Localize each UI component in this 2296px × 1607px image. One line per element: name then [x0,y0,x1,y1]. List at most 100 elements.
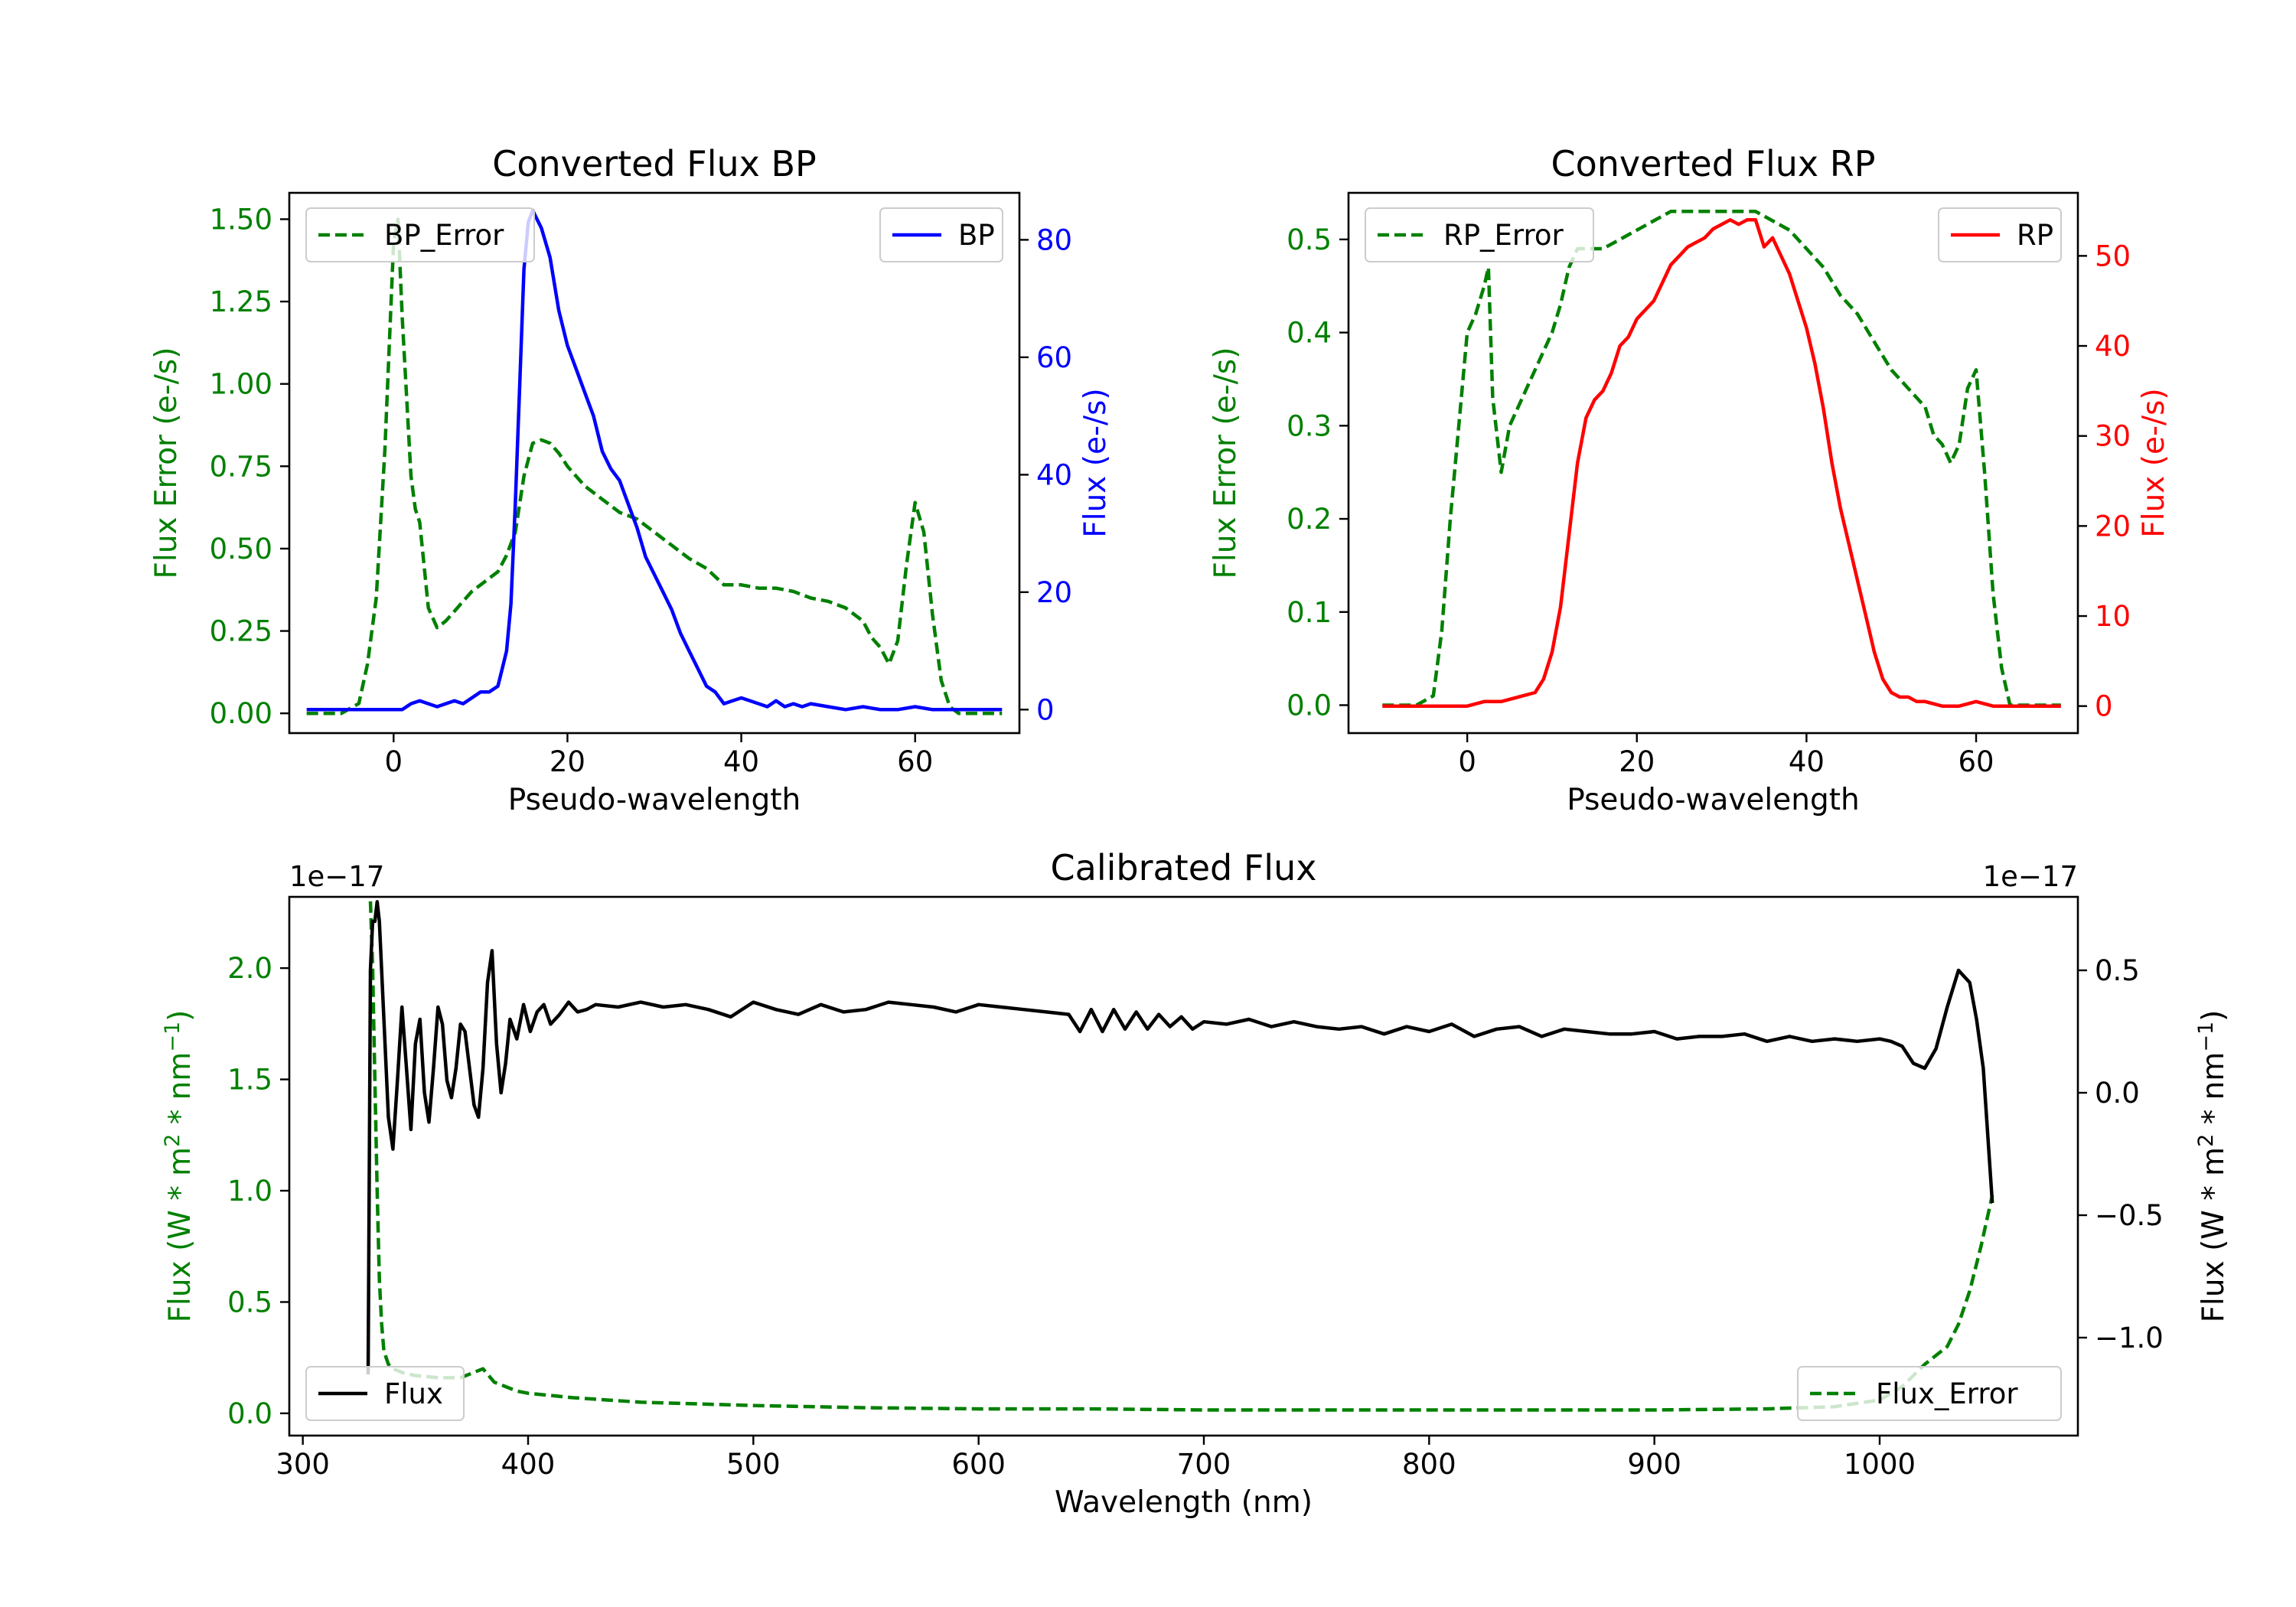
left-tick-label: 1.50 [210,203,272,236]
axis-label-sup: −1 [2194,1022,2218,1052]
chart-title: Calibrated Flux [1051,847,1317,888]
legend-box [1365,207,1594,262]
axis-label-part: * nm [2197,1052,2231,1134]
series-group [306,208,1003,715]
right-tick-label: −1.0 [2095,1322,2164,1354]
left-tick-label: 0.50 [210,533,272,566]
left-axis-label: Flux (W * m2 * nm−1) [161,1010,197,1323]
x-tick-label: 20 [550,745,585,778]
right-tick-label: 0 [1036,693,1055,726]
series-line-flux [366,900,1994,1375]
axis-label-part: ) [163,1010,197,1022]
axis-label-sup: 2 [161,1134,184,1147]
left-axis-label: Flux Error (e-/s) [1208,347,1243,579]
x-tick-label: 900 [1627,1448,1681,1481]
chart-calibrated-flux: Calibrated Flux 300 400 500 600 700 800 900 1000… [161,847,2231,1520]
x-tick-label: 700 [1177,1448,1231,1481]
series-line-bp-error [306,217,1003,715]
left-tick-label: 0.0 [1287,689,1332,722]
left-tick-label: 0.25 [210,615,272,648]
right-tick-label: 80 [1036,223,1072,256]
x-tick-label: 0 [1458,745,1476,778]
x-axis-label: Wavelength (nm) [1055,1485,1313,1520]
x-tick-label: 40 [1789,745,1825,778]
axis-label-sup: −1 [161,1022,184,1052]
left-axis-label: Flux Error (e-/s) [149,347,184,579]
x-tick-label: 400 [501,1448,556,1481]
axis-label-part: Flux (W * m [2197,1147,2231,1323]
left-tick-label: 0.75 [210,450,272,483]
left-offset-text: 1e−17 [289,860,384,893]
chart-title: Converted Flux RP [1551,143,1876,184]
legend-box [305,207,535,262]
x-tick-label: 40 [723,745,759,778]
x-axis-label: Pseudo-wavelength [508,783,801,817]
legend-label: RP [2017,219,2053,252]
right-tick-label: 10 [2095,600,2131,633]
right-tick-label: 20 [1036,576,1072,609]
x-tick-label: 60 [897,745,933,778]
legend-rp-error: RP_Error [1365,207,1594,262]
right-tick-label: 50 [2095,240,2131,272]
left-tick-label: 1.25 [210,285,272,318]
x-tick-label: 0 [385,745,403,778]
left-tick-label: 0.3 [1287,409,1332,442]
right-tick-label: 0 [2095,690,2113,723]
series-group [1382,210,2061,708]
legend-flux-error: Flux_Error [1797,1366,2062,1421]
x-tick-label: 60 [1958,745,1994,778]
right-tick-label: 0.0 [2095,1077,2140,1110]
x-tick-label: 800 [1402,1448,1456,1481]
left-tick-label: 1.00 [210,368,272,401]
left-tick-label: 0.0 [227,1397,272,1430]
legend-label: BP_Error [384,219,504,252]
left-tick-label: 2.0 [227,952,272,985]
left-tick-label: 0.2 [1287,503,1332,536]
legend-label: BP [958,219,995,252]
axes-frame [288,191,1021,735]
series-line-rp [1382,218,2061,708]
axes-frame [1347,191,2079,735]
series-line-flux-error [368,901,1994,1412]
legend-label: Flux [384,1377,443,1410]
left-tick-label: 1.0 [227,1175,272,1208]
left-tick-label: 0.4 [1287,317,1332,350]
x-tick-label: 1000 [1844,1448,1916,1481]
right-tick-label: 30 [2095,420,2131,453]
legend-flux: Flux [305,1366,465,1421]
left-tick-label: 1.5 [227,1064,272,1097]
series-group [366,900,1994,1412]
axes-frame [288,895,2079,1437]
right-axis-label: Flux (W * m2 * nm−1) [2194,1010,2231,1323]
legend-label: Flux_Error [1876,1377,2018,1410]
x-tick-label: 600 [951,1448,1006,1481]
right-tick-label: 40 [2095,330,2131,363]
legend-box [305,1366,465,1421]
right-tick-label: 20 [2095,510,2131,543]
x-axis-label: Pseudo-wavelength [1567,783,1859,817]
right-tick-label: −0.5 [2095,1199,2164,1232]
left-tick-label: 0.5 [227,1286,272,1319]
axis-label-part: ) [2197,1010,2231,1022]
series-line-rp-error [1382,210,2061,707]
chart-converted-flux-bp: Converted Flux BP 0 20 40 60 Pseudo-wavelengt… [149,143,1113,817]
left-tick-label: 0.00 [210,697,272,730]
left-tick-label: 0.1 [1287,596,1332,629]
legend-bp-error: BP_Error [305,207,535,262]
right-tick-label: 0.5 [2095,954,2140,987]
chart-title: Converted Flux BP [492,143,817,184]
left-tick-label: 0.5 [1287,223,1332,256]
x-tick-label: 20 [1619,745,1655,778]
legend-label: RP_Error [1443,219,1564,252]
legend-box [1797,1366,2062,1421]
right-tick-label: 40 [1036,458,1072,491]
right-axis-label: Flux (e-/s) [1078,388,1113,537]
chart-converted-flux-rp: Converted Flux RP 0 20 40 60 Pseudo-wavelengt… [1208,143,2171,817]
right-axis-label: Flux (e-/s) [2137,388,2171,537]
right-tick-label: 60 [1036,341,1072,374]
axis-label-part: Flux (W * m [163,1147,197,1323]
axis-label-part: * nm [163,1052,197,1134]
x-tick-label: 500 [726,1448,781,1481]
series-line-bp [306,208,1003,712]
